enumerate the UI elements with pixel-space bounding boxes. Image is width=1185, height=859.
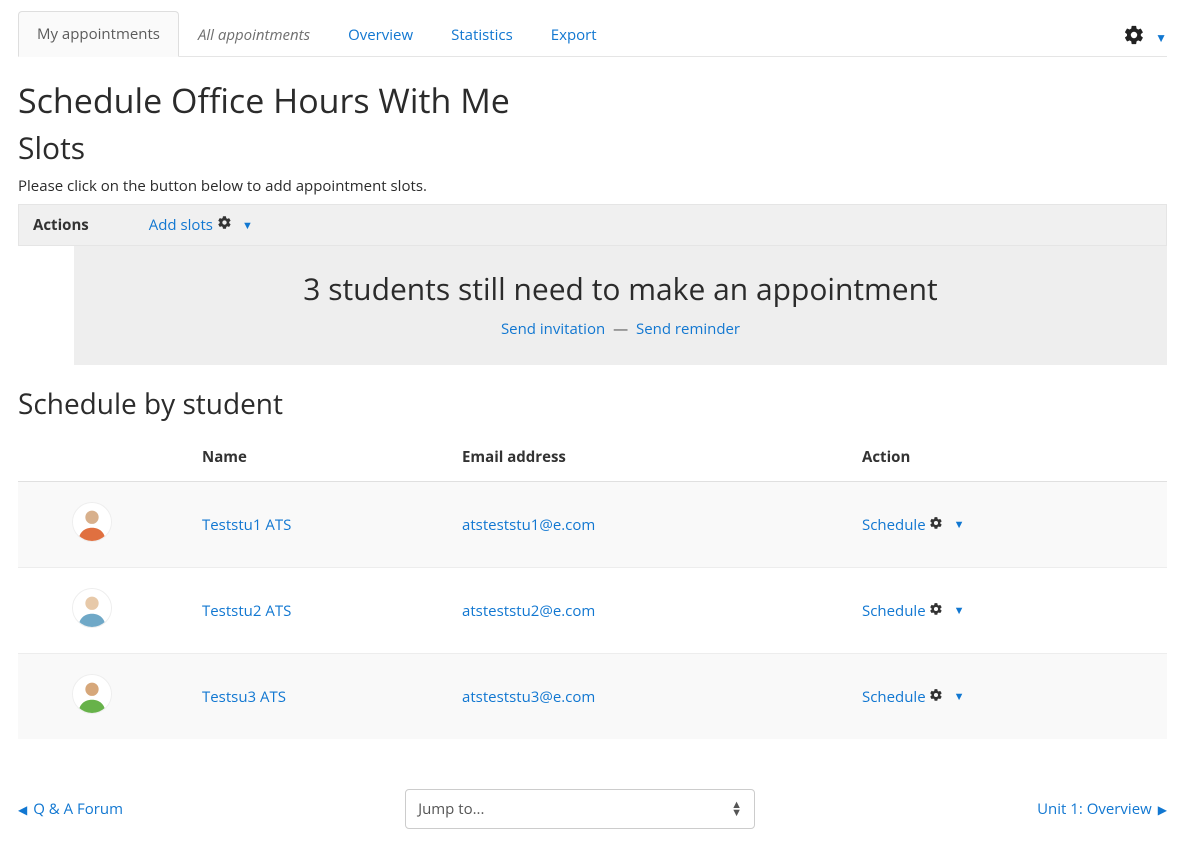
table-row: Testsu3 ATS atsteststu3@e.com Schedule ▼ — [18, 654, 1167, 740]
schedule-label: Schedule — [862, 601, 926, 621]
notice-box: 3 students still need to make an appoint… — [74, 246, 1167, 365]
prev-activity-label: Q & A Forum — [33, 799, 123, 819]
actions-bar: Actions Add slots ▼ — [18, 204, 1167, 246]
settings-caret-icon[interactable]: ▼ — [1155, 29, 1167, 46]
tab-overview[interactable]: Overview — [329, 12, 432, 57]
instruction-text: Please click on the button below to add … — [18, 176, 1167, 196]
schedule-button[interactable]: Schedule ▼ — [862, 515, 965, 535]
gear-icon — [929, 515, 943, 535]
schedule-button[interactable]: Schedule ▼ — [862, 601, 965, 621]
student-email-link[interactable]: atsteststu3@e.com — [462, 687, 595, 707]
student-name-link[interactable]: Teststu1 ATS — [202, 515, 291, 535]
schedule-label: Schedule — [862, 515, 926, 535]
caret-down-icon: ▼ — [954, 689, 965, 704]
select-arrows-icon: ▲▼ — [731, 801, 742, 817]
jump-to-placeholder: Jump to... — [418, 799, 484, 819]
settings-gear-icon[interactable] — [1123, 24, 1145, 51]
actions-label: Actions — [33, 215, 89, 235]
student-name-link[interactable]: Teststu2 ATS — [202, 601, 291, 621]
gear-icon — [929, 687, 943, 707]
triangle-right-icon: ▶ — [1158, 801, 1167, 818]
notice-headline: 3 students still need to make an appoint… — [94, 268, 1147, 309]
avatar[interactable] — [72, 588, 112, 628]
schedule-button[interactable]: Schedule ▼ — [862, 687, 965, 707]
next-activity-link[interactable]: Unit 1: Overview ▶ — [1037, 799, 1167, 819]
send-invitation-link[interactable]: Send invitation — [501, 319, 605, 339]
tab-all-appointments[interactable]: All appointments — [179, 12, 329, 57]
prev-activity-link[interactable]: ◀ Q & A Forum — [18, 799, 123, 819]
col-name-header: Name — [188, 433, 448, 482]
table-row: Teststu1 ATS atsteststu1@e.com Schedule … — [18, 482, 1167, 568]
caret-down-icon: ▼ — [954, 517, 965, 532]
student-name-link[interactable]: Testsu3 ATS — [202, 687, 286, 707]
table-row: Teststu2 ATS atsteststu2@e.com Schedule … — [18, 568, 1167, 654]
slots-heading: Slots — [18, 127, 1167, 168]
student-email-link[interactable]: atsteststu1@e.com — [462, 515, 595, 535]
jump-to-select[interactable]: Jump to... ▲▼ — [405, 789, 755, 829]
gear-icon — [929, 601, 943, 621]
next-activity-label: Unit 1: Overview — [1037, 799, 1152, 819]
triangle-left-icon: ◀ — [18, 801, 27, 818]
col-action-header: Action — [848, 433, 1167, 482]
schedule-section-title: Schedule by student — [18, 385, 1167, 423]
tab-my-appointments[interactable]: My appointments — [18, 11, 179, 57]
schedule-label: Schedule — [862, 687, 926, 707]
add-slots-label: Add slots — [149, 215, 213, 235]
nav-footer: ◀ Q & A Forum Jump to... ▲▼ Unit 1: Over… — [18, 789, 1167, 829]
caret-down-icon: ▼ — [954, 603, 965, 618]
caret-down-icon: ▼ — [242, 218, 253, 233]
col-email-header: Email address — [448, 433, 848, 482]
tab-export[interactable]: Export — [532, 12, 616, 57]
student-email-link[interactable]: atsteststu2@e.com — [462, 601, 595, 621]
avatar[interactable] — [72, 502, 112, 542]
tab-statistics[interactable]: Statistics — [432, 12, 532, 57]
send-reminder-link[interactable]: Send reminder — [636, 319, 740, 339]
page-title: Schedule Office Hours With Me — [18, 77, 1167, 123]
add-slots-button[interactable]: Add slots ▼ — [149, 215, 253, 235]
gear-icon — [217, 215, 232, 235]
students-table: Name Email address Action Teststu1 ATS a… — [18, 433, 1167, 739]
avatar[interactable] — [72, 674, 112, 714]
separator: — — [613, 319, 628, 339]
tab-bar: My appointments All appointments Overvie… — [18, 10, 1167, 57]
